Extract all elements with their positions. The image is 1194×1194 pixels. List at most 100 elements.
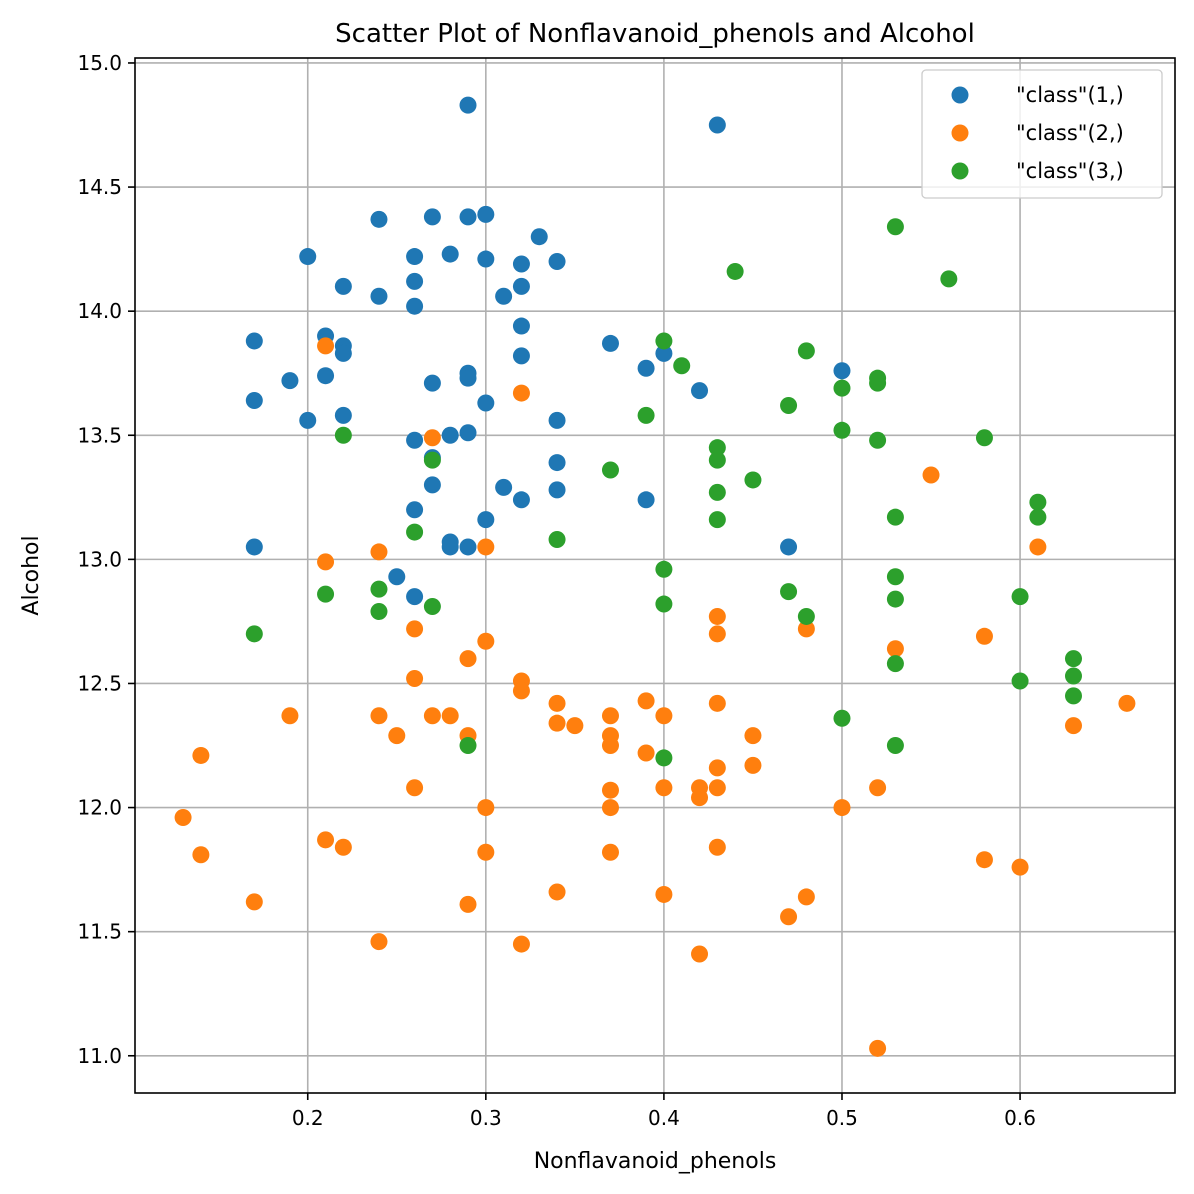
data-point-class-3 — [780, 583, 798, 601]
data-point-class-2 — [744, 727, 762, 745]
data-point-class-3 — [886, 568, 904, 586]
data-point-class-3 — [1011, 588, 1029, 606]
data-point-class-2 — [548, 694, 566, 712]
data-point-class-1 — [459, 208, 477, 226]
data-point-class-3 — [1011, 672, 1029, 690]
data-point-class-1 — [780, 538, 798, 556]
data-point-class-2 — [922, 466, 940, 484]
data-point-class-1 — [459, 538, 477, 556]
legend-marker-class-3 — [951, 162, 969, 180]
data-point-class-1 — [601, 334, 619, 352]
data-point-class-2 — [406, 670, 424, 688]
data-point-class-2 — [192, 846, 210, 864]
data-point-class-2 — [477, 799, 495, 817]
chart-title: Scatter Plot of Nonflavanoid_phenols and… — [335, 19, 975, 49]
data-point-class-3 — [886, 655, 904, 673]
data-point-class-2 — [601, 799, 619, 817]
data-point-class-1 — [245, 392, 263, 410]
data-point-class-1 — [530, 228, 548, 246]
data-point-class-2 — [780, 908, 798, 926]
legend-label-class-3: "class"(3,) — [1016, 159, 1124, 183]
legend-marker-class-2 — [951, 124, 969, 142]
data-point-class-2 — [1118, 694, 1136, 712]
data-point-class-1 — [548, 481, 566, 499]
data-point-class-1 — [441, 426, 459, 444]
data-point-class-2 — [708, 625, 726, 643]
data-point-class-1 — [406, 501, 424, 519]
data-point-class-1 — [423, 208, 441, 226]
data-point-class-1 — [299, 248, 317, 266]
y-tick-label: 12.5 — [77, 671, 122, 695]
legend-label-class-1: "class"(1,) — [1016, 83, 1124, 107]
data-point-class-3 — [833, 421, 851, 439]
data-point-class-2 — [406, 779, 424, 797]
data-point-class-2 — [708, 694, 726, 712]
data-point-class-3 — [708, 483, 726, 501]
data-point-class-2 — [566, 717, 584, 735]
data-point-class-3 — [673, 357, 691, 375]
data-point-class-2 — [1011, 858, 1029, 876]
data-point-class-1 — [370, 210, 388, 228]
data-point-class-2 — [548, 714, 566, 732]
data-point-class-2 — [512, 384, 530, 402]
legend: "class"(1,) "class"(2,) "class"(3,) — [921, 69, 1163, 199]
data-point-class-3 — [655, 560, 673, 578]
data-point-class-1 — [691, 382, 709, 400]
data-point-class-1 — [281, 372, 299, 390]
data-point-class-2 — [797, 888, 815, 906]
data-point-class-1 — [512, 491, 530, 509]
data-point-class-2 — [655, 779, 673, 797]
data-point-class-1 — [245, 538, 263, 556]
data-point-class-1 — [406, 272, 424, 290]
data-point-class-3 — [780, 396, 798, 414]
data-point-class-2 — [869, 779, 887, 797]
data-point-class-1 — [317, 367, 335, 385]
legend-marker-class-1 — [951, 86, 969, 104]
data-point-class-2 — [691, 945, 709, 963]
data-point-class-3 — [708, 439, 726, 457]
data-point-class-3 — [423, 598, 441, 616]
data-point-class-2 — [548, 883, 566, 901]
data-point-class-3 — [370, 580, 388, 598]
data-point-class-3 — [655, 595, 673, 613]
data-point-class-3 — [833, 379, 851, 397]
data-point-class-2 — [708, 838, 726, 856]
legend-label-class-2: "class"(2,) — [1016, 121, 1124, 145]
y-tick-label: 14.5 — [77, 175, 122, 199]
y-axis-label: Alcohol — [19, 535, 44, 615]
data-point-class-2 — [477, 843, 495, 861]
data-point-class-1 — [477, 250, 495, 268]
data-point-class-1 — [245, 332, 263, 350]
data-point-class-1 — [548, 411, 566, 429]
data-point-class-3 — [886, 590, 904, 608]
data-point-class-2 — [1064, 717, 1082, 735]
data-point-class-3 — [655, 332, 673, 350]
data-point-class-2 — [174, 808, 192, 826]
data-point-class-1 — [423, 374, 441, 392]
data-point-class-2 — [317, 337, 335, 355]
x-tick-label: 0.5 — [826, 1106, 858, 1130]
data-point-class-1 — [406, 588, 424, 606]
data-point-class-3 — [548, 531, 566, 549]
data-point-class-2 — [388, 727, 406, 745]
data-point-class-2 — [441, 707, 459, 725]
data-point-class-2 — [334, 838, 352, 856]
axis-ticks: 0.2 0.3 0.4 0.5 0.6 11.0 11.5 12.0 12.5 13.0 13.5 1… — [77, 51, 1036, 1130]
data-point-class-2 — [975, 627, 993, 645]
data-point-class-1 — [406, 248, 424, 266]
x-tick-label: 0.4 — [648, 1106, 680, 1130]
data-point-class-3 — [1029, 508, 1047, 526]
data-point-class-2 — [370, 543, 388, 561]
data-point-class-2 — [281, 707, 299, 725]
data-point-class-3 — [1064, 687, 1082, 705]
data-point-class-1 — [459, 424, 477, 442]
data-point-class-1 — [637, 491, 655, 509]
y-tick-label: 11.5 — [77, 920, 122, 944]
data-point-class-3 — [317, 585, 335, 603]
x-tick-label: 0.6 — [1004, 1106, 1036, 1130]
data-point-class-1 — [548, 253, 566, 271]
data-point-class-3 — [423, 451, 441, 469]
data-point-class-2 — [708, 607, 726, 625]
